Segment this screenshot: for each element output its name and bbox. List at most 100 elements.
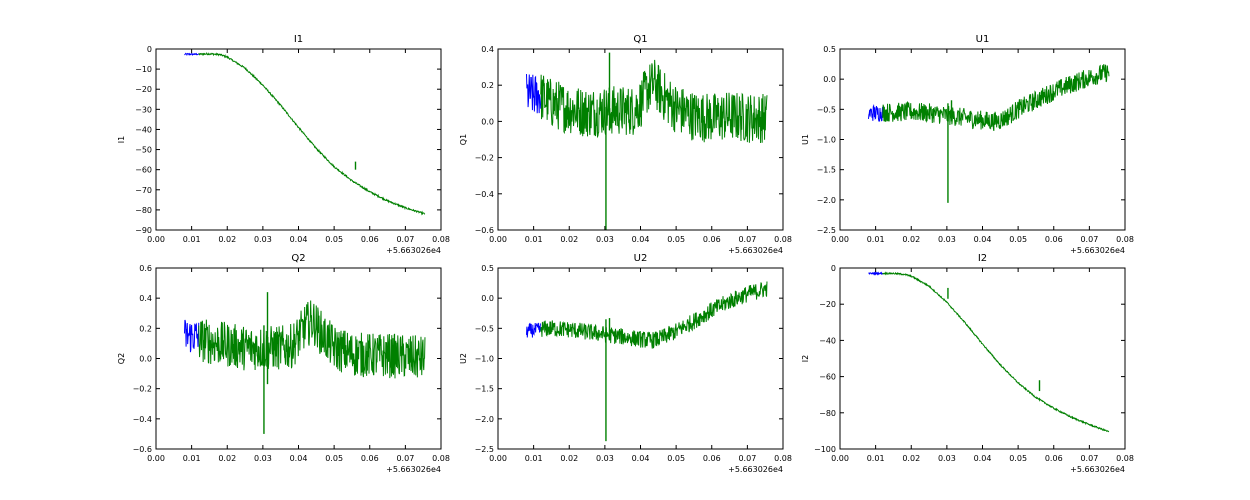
x-offset-label: +5.663026e4 (728, 465, 783, 474)
x-tick-label: 0.06 (703, 235, 721, 244)
x-tick-label: 0.03 (938, 454, 956, 463)
x-tick-label: 0.00 (489, 454, 507, 463)
y-tick-label: −0.5 (475, 324, 494, 333)
x-tick-label: 0.00 (831, 235, 849, 244)
y-tick-label: 0.6 (139, 264, 152, 273)
x-tick-label: 0.08 (1116, 235, 1134, 244)
y-tick-label: −30 (135, 105, 152, 114)
y-tick-label: 0.4 (139, 294, 152, 303)
x-offset-label: +5.663026e4 (1070, 246, 1125, 255)
y-tick-label: 0.2 (139, 324, 152, 333)
series-line-0 (184, 319, 200, 353)
y-tick-label: −20 (819, 300, 836, 309)
y-tick-label: −0.4 (475, 190, 494, 199)
series-line-1 (882, 271, 1110, 433)
panel-3: 0.00 0.01 0.02 0.03 0.04 0.05 0.06 0.07 0.08 0.6 0… (117, 253, 450, 474)
y-tick-label: −40 (819, 336, 836, 345)
series-line-1 (540, 281, 768, 349)
y-axis-label: Q2 (117, 353, 126, 364)
y-tick-label: 0 (147, 45, 152, 54)
x-tick-label: 0.02 (902, 454, 920, 463)
y-axis-label: U1 (801, 134, 810, 145)
x-tick-label: 0.04 (290, 454, 308, 463)
x-tick-label: 0.08 (432, 454, 450, 463)
x-tick-label: 0.05 (325, 235, 343, 244)
x-tick-label: 0.02 (218, 235, 236, 244)
x-offset-label: +5.663026e4 (386, 246, 441, 255)
x-tick-label: 0.04 (974, 235, 992, 244)
series-line-0 (184, 52, 200, 57)
x-tick-label: 0.05 (1009, 454, 1027, 463)
x-tick-label: 0.01 (867, 235, 885, 244)
x-tick-label: 0.06 (1045, 235, 1063, 244)
y-tick-label: −10 (135, 65, 152, 74)
x-tick-label: 0.05 (667, 235, 685, 244)
panel-2: 0.00 0.01 0.02 0.03 0.04 0.05 0.06 0.07 0.08 0.5 0… (801, 34, 1134, 255)
x-tick-label: 0.05 (325, 454, 343, 463)
x-tick-label: 0.08 (1116, 454, 1134, 463)
x-tick-label: 0.07 (1080, 235, 1098, 244)
x-tick-label: 0.00 (147, 454, 165, 463)
x-tick-label: 0.02 (902, 235, 920, 244)
plot-area (868, 64, 1110, 203)
y-tick-label: 0.0 (139, 355, 152, 364)
y-tick-label: −0.2 (475, 154, 494, 163)
y-tick-label: −1.0 (475, 355, 494, 364)
x-tick-label: 0.04 (632, 235, 650, 244)
y-tick-label: −0.4 (133, 415, 152, 424)
y-axis-label: I1 (117, 136, 126, 143)
panel-title: I1 (294, 34, 303, 45)
x-tick-label: 0.03 (254, 235, 272, 244)
x-tick-label: 0.01 (525, 454, 543, 463)
x-tick-label: 0.00 (831, 454, 849, 463)
x-tick-label: 0.06 (1045, 454, 1063, 463)
y-tick-label: −1.5 (475, 385, 494, 394)
y-tick-label: −60 (819, 373, 836, 382)
x-tick-label: 0.07 (738, 454, 756, 463)
y-tick-label: −2.0 (475, 415, 494, 424)
x-tick-label: 0.03 (596, 454, 614, 463)
y-tick-label: −1.5 (817, 166, 836, 175)
plot-area (526, 281, 768, 442)
y-tick-label: −80 (819, 409, 836, 418)
x-tick-label: 0.03 (596, 235, 614, 244)
x-tick-label: 0.06 (361, 454, 379, 463)
x-tick-label: 0.02 (560, 454, 578, 463)
x-offset-label: +5.663026e4 (386, 465, 441, 474)
x-tick-label: 0.05 (1009, 235, 1027, 244)
x-tick-label: 0.02 (218, 454, 236, 463)
y-axis-label: Q1 (459, 134, 468, 145)
x-tick-label: 0.08 (432, 235, 450, 244)
x-tick-label: 0.01 (183, 235, 201, 244)
plot-frame (155, 48, 442, 231)
y-tick-label: −1.0 (817, 136, 836, 145)
panel-title: Q2 (291, 253, 305, 264)
panel-1: 0.00 0.01 0.02 0.03 0.04 0.05 0.06 0.07 0.08 0.4 0… (459, 34, 792, 255)
panel-5: 0.00 0.01 0.02 0.03 0.04 0.05 0.06 0.07 0.08 0 −20… (801, 253, 1134, 474)
x-tick-label: 0.00 (489, 235, 507, 244)
x-offset-label: +5.663026e4 (1070, 465, 1125, 474)
y-tick-label: −70 (135, 186, 152, 195)
x-tick-label: 0.05 (667, 454, 685, 463)
x-tick-label: 0.06 (361, 235, 379, 244)
series-line-0 (526, 74, 542, 114)
x-tick-label: 0.01 (867, 454, 885, 463)
x-tick-label: 0.03 (254, 454, 272, 463)
y-tick-label: −0.6 (475, 226, 494, 235)
y-tick-label: −100 (814, 445, 836, 454)
y-tick-label: −2.5 (475, 445, 494, 454)
y-tick-label: 0.0 (481, 117, 494, 126)
x-tick-label: 0.06 (703, 454, 721, 463)
x-tick-label: 0.01 (525, 235, 543, 244)
panel-4: 0.00 0.01 0.02 0.03 0.04 0.05 0.06 0.07 0.08 0.5 0… (459, 253, 792, 474)
series-line-0 (868, 271, 883, 276)
y-tick-label: −0.6 (133, 445, 152, 454)
x-tick-label: 0.07 (1080, 454, 1098, 463)
y-tick-label: −50 (135, 146, 152, 155)
series-line-0 (868, 103, 884, 122)
panel-0: 0.00 0.01 0.02 0.03 0.04 0.05 0.06 0.07 0.08 0 −10… (117, 34, 450, 255)
x-tick-label: 0.00 (147, 235, 165, 244)
x-tick-label: 0.04 (632, 454, 650, 463)
series-line-1 (198, 52, 426, 216)
